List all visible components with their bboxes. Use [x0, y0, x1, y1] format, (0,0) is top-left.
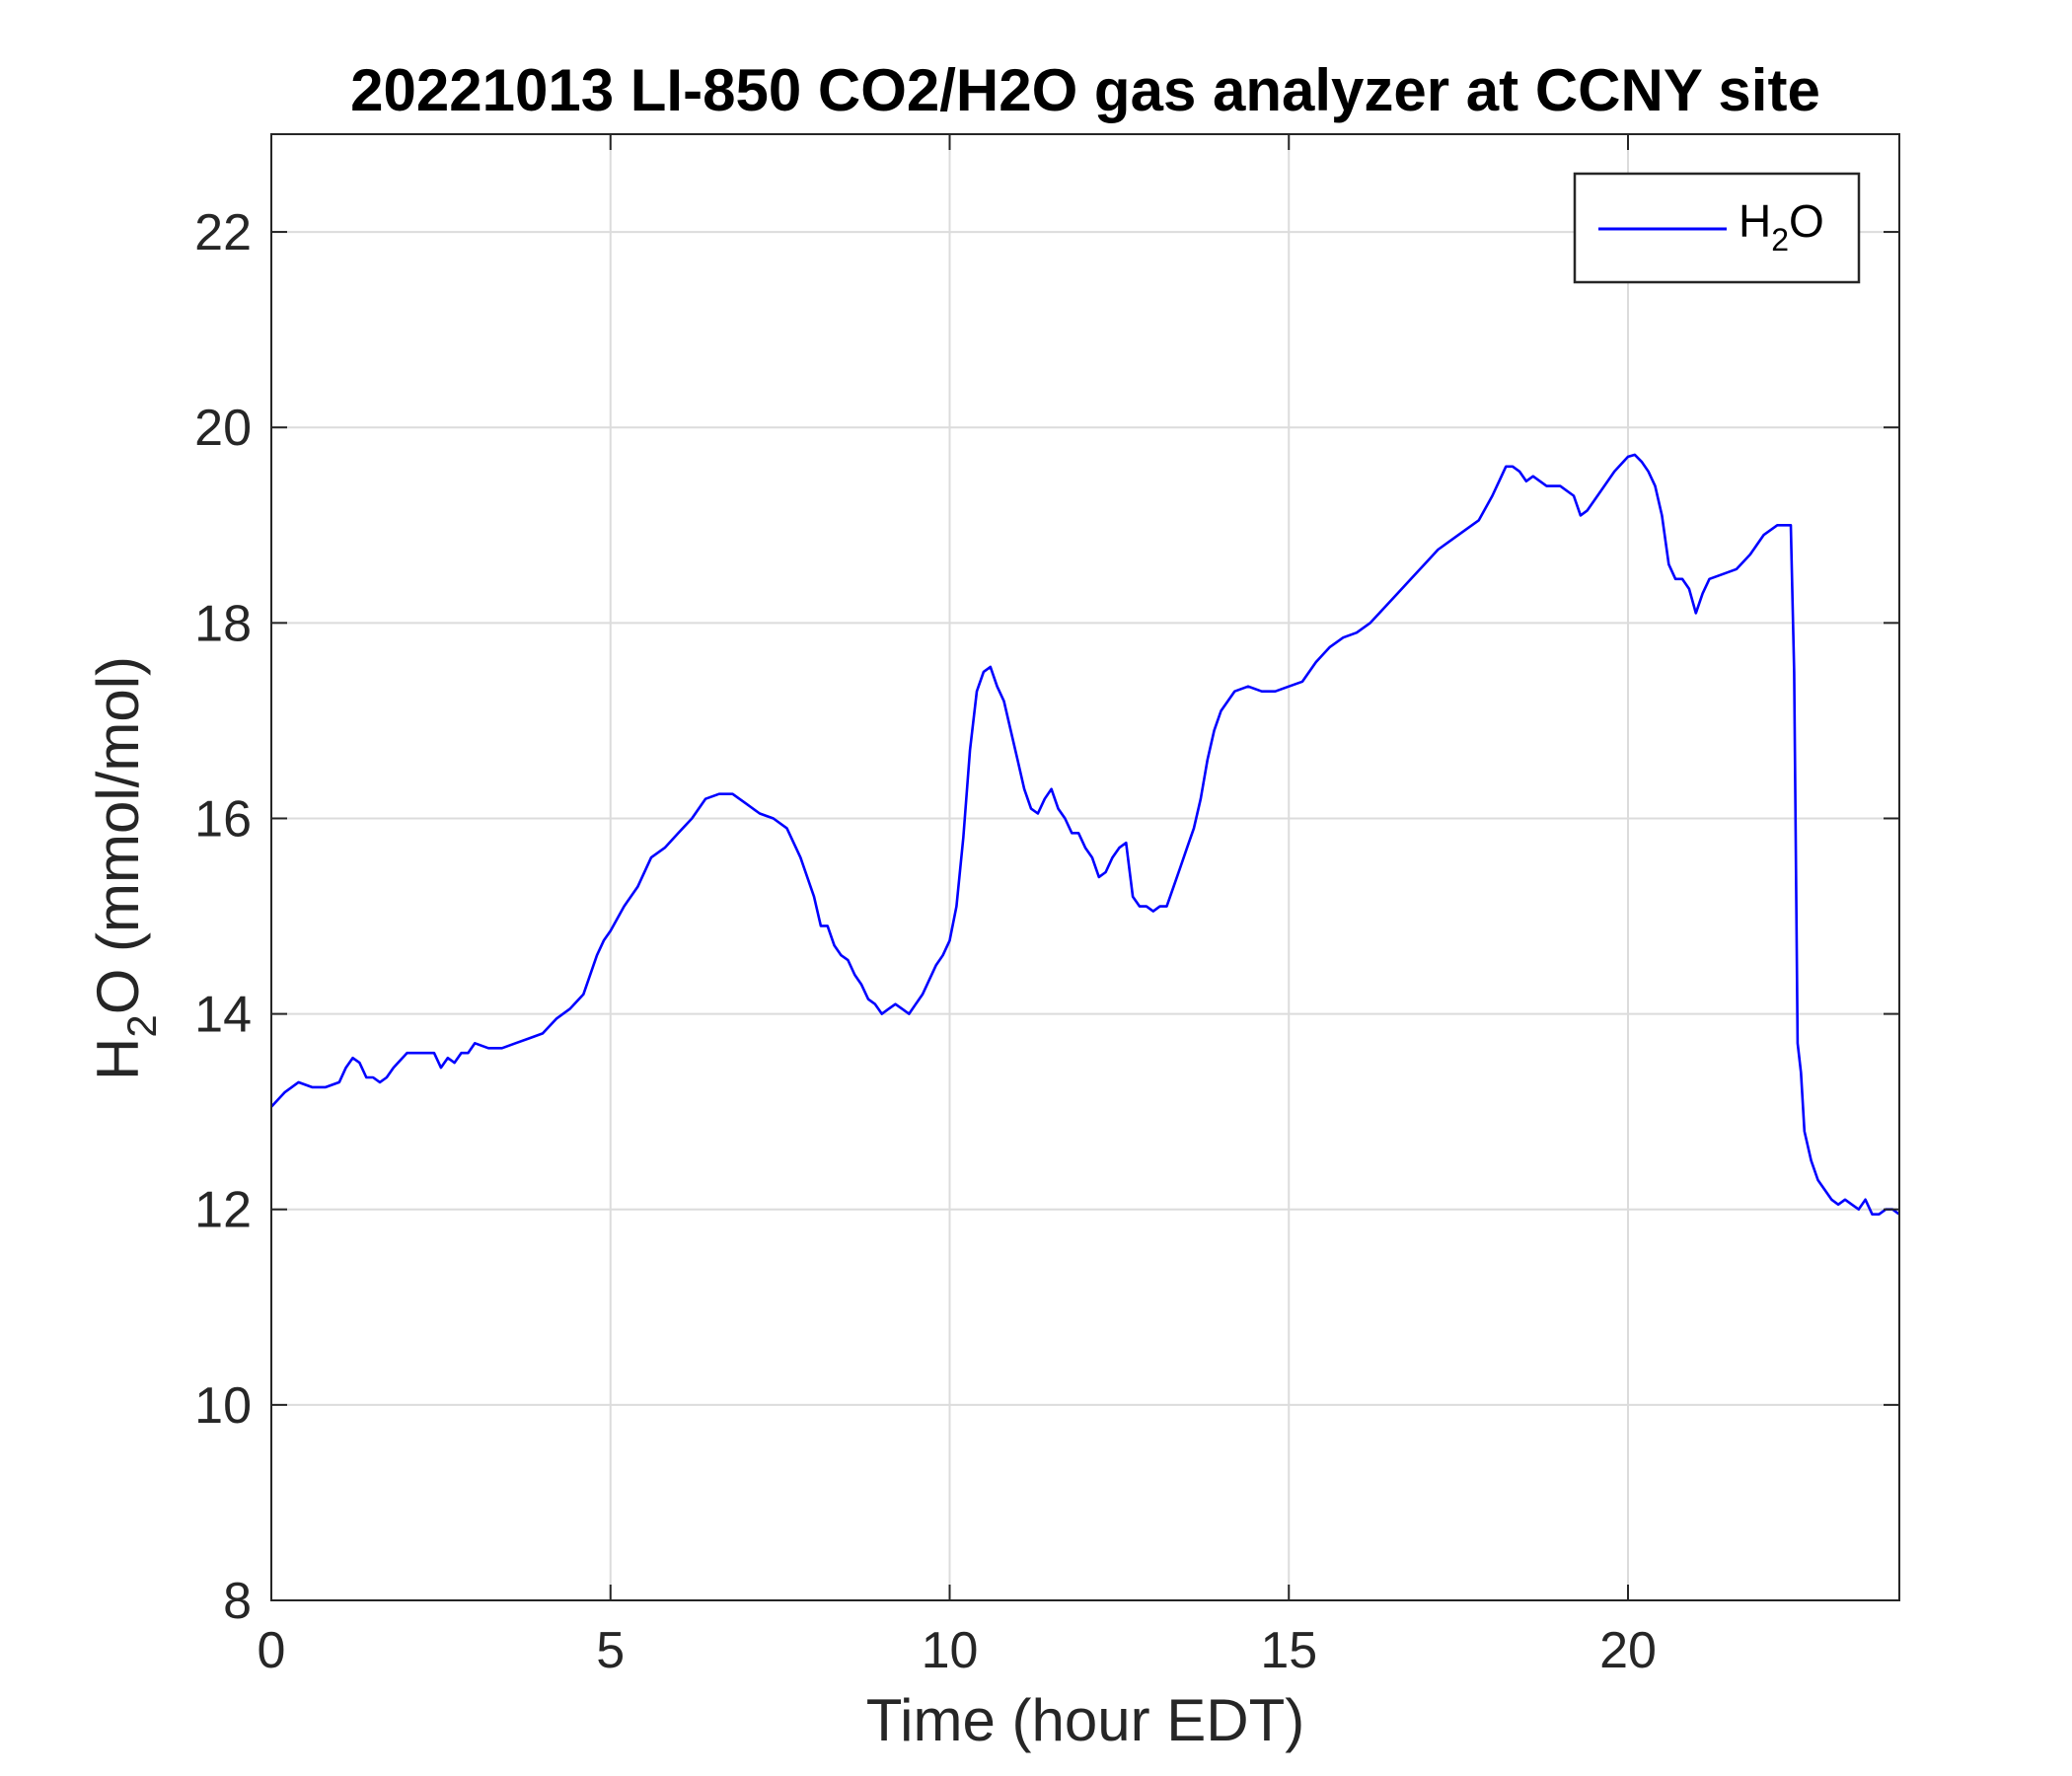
y-tick-label: 16 — [194, 790, 252, 848]
y-tick-label: 10 — [194, 1377, 252, 1435]
y-tick-label: 14 — [194, 987, 252, 1044]
x-tick-label: 15 — [1260, 1622, 1317, 1679]
y-tick-label: 12 — [194, 1182, 252, 1239]
y-axis-label-base: H — [85, 1038, 151, 1080]
x-tick-label: 20 — [1599, 1622, 1657, 1679]
legend: H2O — [1573, 172, 1861, 284]
y-tick-label: 8 — [223, 1573, 252, 1630]
x-tick-label: 10 — [922, 1622, 979, 1679]
legend-label-h2o: H2O — [1739, 195, 1824, 258]
y-axis-label-rest: O (mmol/mol) — [85, 656, 151, 1014]
legend-label-base: H — [1739, 195, 1771, 247]
x-tick-label: 5 — [596, 1622, 625, 1679]
chart-title: 20221013 LI-850 CO2/H2O gas analyzer at … — [350, 57, 1820, 123]
series-line-h2o — [270, 453, 1900, 1216]
plot-area: 0 5 10 15 20 8 10 12 14 16 18 20 22 — [194, 133, 1900, 1679]
legend-label-rest: O — [1789, 195, 1824, 247]
plot-background — [271, 134, 1899, 1600]
y-axis-label-subscript: 2 — [118, 1014, 165, 1037]
grid-x — [609, 134, 1629, 1600]
x-axis-label: Time (hour EDT) — [866, 1687, 1305, 1753]
y-tick-labels: 8 10 12 14 16 18 20 22 — [194, 204, 252, 1630]
legend-label-subscript: 2 — [1771, 222, 1789, 258]
y-tick-label: 18 — [194, 595, 252, 652]
plot-frame — [270, 133, 1900, 1601]
y-tick-label: 22 — [194, 204, 252, 261]
axis-ticks — [270, 134, 1899, 1601]
y-tick-label: 20 — [194, 400, 252, 457]
y-axis-label: H2O (mmol/mol) — [85, 656, 165, 1080]
x-tick-labels: 0 5 10 15 20 — [258, 1622, 1657, 1679]
x-tick-label: 0 — [258, 1622, 286, 1679]
